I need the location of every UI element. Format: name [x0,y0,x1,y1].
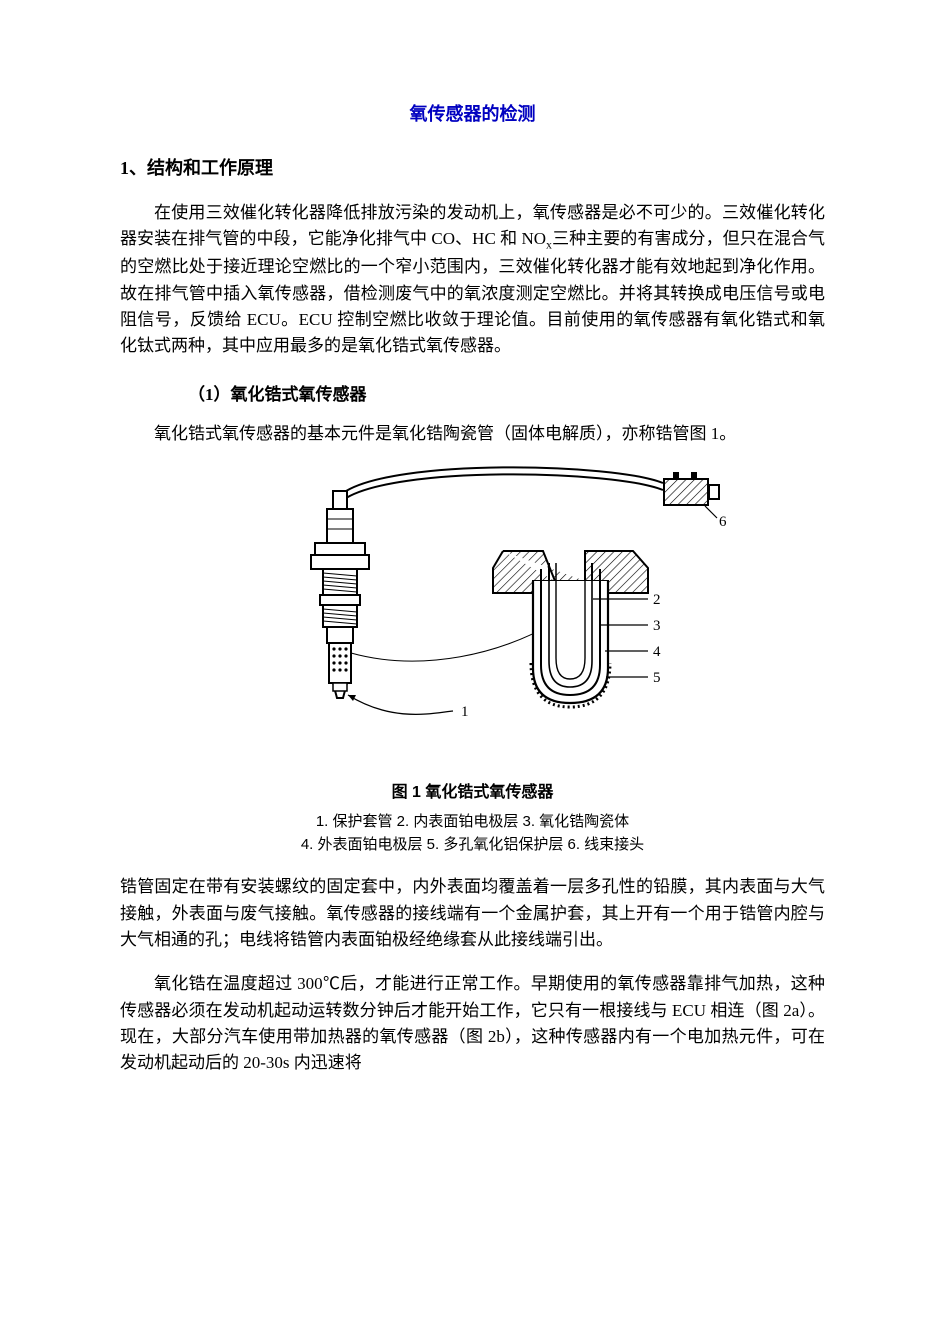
paragraph-1: 在使用三效催化转化器降低排放污染的发动机上，氧传感器是必不可少的。三效催化转化器… [120,200,825,360]
connector-icon: 6 [663,472,727,530]
figure-1: 1 6 [120,463,825,856]
figure-1-caption-line-2: 4. 外表面铂电极层 5. 多孔氧化铝保护层 6. 线束接头 [223,833,723,856]
figure-label-3: 3 [653,618,661,634]
figure-1-title: 图 1 氧化锆式氧传感器 [223,781,723,806]
figure-label-5: 5 [653,670,661,686]
document-title: 氧传感器的检测 [120,100,825,126]
cross-section: 2 3 4 5 [493,551,661,707]
figure-label-6: 6 [719,514,727,530]
figure-label-1: 1 [461,704,469,720]
figure-label-4: 4 [653,644,661,660]
figure-1-caption-line-1: 1. 保护套管 2. 内表面铂电极层 3. 氧化锆陶瓷体 [223,810,723,833]
paragraph-2: 锆管固定在带有安装螺纹的固定套中，内外表面均覆盖着一层多孔性的铅膜，其内表面与大… [120,874,825,953]
figure-1-caption: 图 1 氧化锆式氧传感器 1. 保护套管 2. 内表面铂电极层 3. 氧化锆陶瓷… [223,781,723,856]
paragraph-sub1: 氧化锆式氧传感器的基本元件是氧化锆陶瓷管（固体电解质），亦称锆管图 1。 [120,421,825,447]
document-page: 氧传感器的检测 1、结构和工作原理 在使用三效催化转化器降低排放污染的发动机上，… [0,0,945,1143]
figure-label-2: 2 [653,592,661,608]
figure-1-svg: 1 6 [193,463,753,773]
subsection-1-heading: （1）氧化锆式氧传感器 [120,380,825,405]
paragraph-3: 氧化锆在温度超过 300℃后，才能进行正常工作。早期使用的氧传感器靠排气加热，这… [120,971,825,1076]
section-1-heading: 1、结构和工作原理 [120,154,825,180]
